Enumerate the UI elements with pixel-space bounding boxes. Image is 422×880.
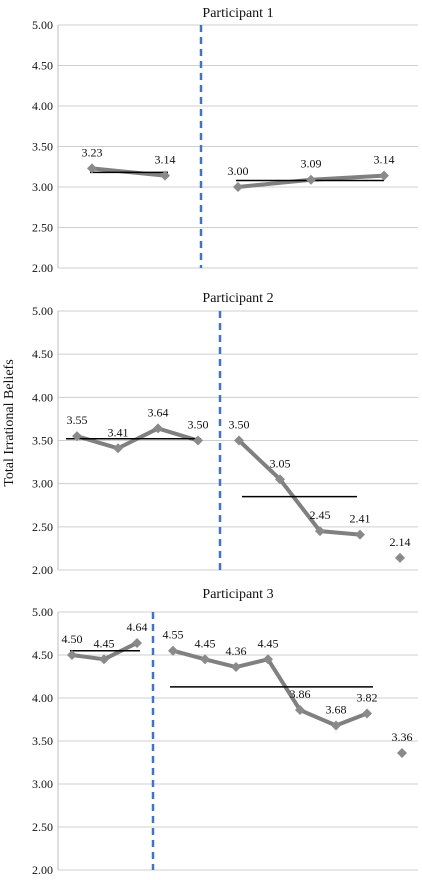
- data-label: 3.55: [67, 413, 88, 427]
- data-point: [72, 431, 82, 442]
- data-point: [362, 708, 372, 719]
- data-label: 3.68: [326, 703, 347, 717]
- data-point: [200, 654, 210, 665]
- data-point: [379, 170, 389, 181]
- data-label: 4.45: [195, 636, 216, 650]
- y-tick-label: 5.00: [32, 304, 53, 318]
- data-point: [306, 174, 316, 185]
- y-tick-label: 4.50: [32, 648, 53, 662]
- data-label: 4.36: [226, 644, 247, 658]
- y-tick-label: 2.00: [32, 863, 53, 875]
- y-tick-label: 2.50: [32, 820, 53, 834]
- y-tick-label: 2.50: [32, 520, 53, 534]
- data-label: 4.45: [94, 636, 115, 650]
- data-label: 3.23: [82, 145, 103, 159]
- chart-panel-3: Participant 3 2.00 2.50 3.00 3.50 4.00 4.50 5.0…: [32, 587, 418, 877]
- data-label: 3.14: [374, 153, 395, 167]
- chart-panel-2: Participant 2 2.00 2.50 3.00 3.50 4.00 4.50 5.0…: [32, 291, 418, 577]
- data-point: [234, 435, 244, 446]
- data-label: 3.05: [270, 456, 291, 470]
- data-point: [113, 443, 123, 454]
- y-tick-label: 4.00: [32, 390, 53, 404]
- y-tick-label: 4.00: [32, 691, 53, 705]
- chart-title: Participant 2: [202, 291, 273, 306]
- data-point: [153, 423, 163, 434]
- data-point: [168, 645, 178, 656]
- data-label: 2.45: [310, 508, 331, 522]
- data-label: 3.50: [188, 418, 209, 432]
- data-point: [263, 654, 273, 665]
- y-tick-label: 2.00: [32, 563, 53, 577]
- y-tick-label: 2.00: [32, 261, 53, 275]
- y-tick-label: 3.00: [32, 777, 53, 791]
- y-tick-label: 4.00: [32, 99, 53, 113]
- data-point: [295, 705, 305, 716]
- data-label: 3.82: [357, 690, 378, 704]
- data-label: 3.00: [228, 164, 249, 178]
- data-point: [87, 163, 97, 174]
- y-tick-label: 2.50: [32, 221, 53, 235]
- data-label: 3.14: [155, 153, 176, 167]
- data-point: [395, 552, 405, 563]
- data-point: [315, 526, 325, 537]
- y-tick-label: 3.50: [32, 140, 53, 154]
- chart-title: Participant 1: [202, 6, 273, 21]
- data-label: 2.14: [390, 535, 411, 549]
- data-label: 3.09: [301, 157, 322, 171]
- y-tick-label: 4.50: [32, 59, 53, 73]
- y-tick-label: 3.00: [32, 477, 53, 491]
- y-tick-label: 5.00: [32, 605, 53, 619]
- y-tick-label: 4.50: [32, 347, 53, 361]
- y-tick-label: 5.00: [32, 18, 53, 32]
- data-point: [355, 529, 365, 540]
- y-tick-label: 3.50: [32, 734, 53, 748]
- data-label: 4.64: [127, 620, 148, 634]
- data-point: [99, 654, 109, 665]
- data-point: [397, 748, 407, 759]
- data-label: 4.55: [163, 628, 184, 642]
- chart-panel-1: Participant 1 2.00 2.50 3.00 3.50 4.00 4.50 5.0…: [32, 6, 418, 275]
- data-label: 3.86: [290, 687, 311, 701]
- data-label: 3.41: [108, 425, 129, 439]
- data-label: 3.36: [392, 730, 413, 744]
- data-point: [132, 637, 142, 648]
- chart-title: Participant 3: [202, 587, 273, 602]
- y-tick-label: 3.00: [32, 180, 53, 194]
- data-point: [67, 650, 77, 660]
- data-label: 4.45: [258, 636, 279, 650]
- data-label: 4.50: [62, 632, 83, 646]
- data-point: [231, 662, 241, 673]
- data-point: [275, 474, 285, 485]
- y-axis-title: Total Irrational Beliefs: [2, 359, 17, 487]
- data-point: [331, 720, 341, 731]
- data-label: 2.41: [350, 512, 371, 526]
- data-point: [193, 435, 203, 446]
- y-tick-label: 3.50: [32, 434, 53, 448]
- data-label: 3.64: [148, 405, 169, 419]
- data-label: 3.50: [229, 418, 250, 432]
- series-line-2: [237, 439, 361, 537]
- data-point: [160, 170, 170, 181]
- data-point: [233, 182, 243, 192]
